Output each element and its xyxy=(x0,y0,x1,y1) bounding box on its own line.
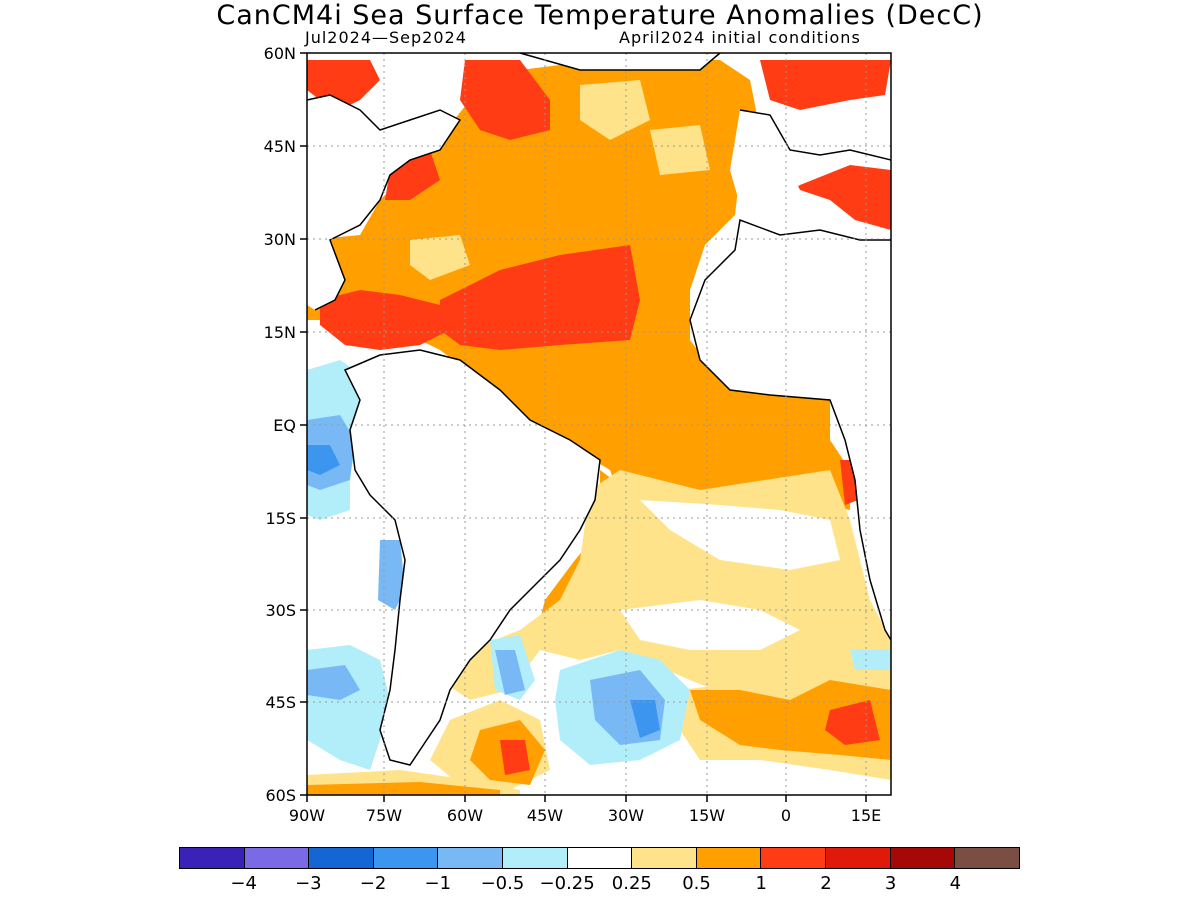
colorbar-swatch xyxy=(373,848,439,868)
colorbar-swatch xyxy=(890,848,956,868)
south-atlantic-neutral-pocket xyxy=(640,500,840,570)
colorbar-label: 0.5 xyxy=(682,873,711,894)
colorbar-label: 3 xyxy=(884,873,897,894)
europe-land xyxy=(730,110,891,210)
lat-label: 30N xyxy=(263,230,296,249)
axis-ticks xyxy=(300,52,867,802)
colorbar-swatch xyxy=(244,848,310,868)
colorbar-label: −0.25 xyxy=(539,873,595,894)
chile-cool-strip xyxy=(378,540,405,610)
lon-label: 75W xyxy=(365,806,403,825)
continent-outline xyxy=(306,52,892,766)
colorbar-label: −1 xyxy=(424,873,452,894)
plot-frame xyxy=(306,52,892,796)
colorbar-label: −0.5 xyxy=(480,873,525,894)
colorbar xyxy=(179,847,1020,869)
lat-label: 45N xyxy=(263,137,296,156)
colorbar-label: 2 xyxy=(820,873,832,894)
colorbar-label: 4 xyxy=(949,873,962,894)
graticule xyxy=(307,53,891,795)
lon-label: 0 xyxy=(780,806,792,825)
colorbar-label: −3 xyxy=(295,873,322,894)
initial-conditions: April2024 initial conditions xyxy=(619,28,861,47)
colorbar-label: 1 xyxy=(755,873,767,894)
colorbar-swatch xyxy=(761,848,827,868)
map-title: CanCM4i Sea Surface Temperature Anomalie… xyxy=(216,0,984,31)
colorbar-swatch xyxy=(309,848,374,868)
colorbar-swatch xyxy=(696,848,762,868)
colorbar-swatch xyxy=(632,848,697,868)
colorbar-label: −2 xyxy=(359,873,387,894)
drake-passage-warm-core xyxy=(307,782,500,795)
colorbar-swatch xyxy=(955,848,1019,868)
south-atlantic-cool-strong xyxy=(630,700,660,738)
lat-label: 15N xyxy=(263,323,296,342)
south-atlantic-neutral-pocket xyxy=(620,600,800,650)
colorbar-swatch xyxy=(826,848,891,868)
lon-label: 45W xyxy=(526,806,564,825)
south-east-atlantic-cool xyxy=(850,650,891,670)
brazil-malvinas-cool-core xyxy=(495,650,525,695)
lat-label: 60S xyxy=(265,786,296,805)
colorbar-swatch xyxy=(567,848,633,868)
tropical-north-atlantic-hot-core xyxy=(440,245,640,350)
colorbar-label: 0.25 xyxy=(611,873,652,894)
greenland-land xyxy=(520,53,720,70)
south-america-land xyxy=(345,350,600,765)
labrador-hot-core xyxy=(460,60,550,140)
lon-label: 90W xyxy=(288,806,326,825)
lon-label: 60W xyxy=(446,806,484,825)
lat-label: 15S xyxy=(265,509,296,528)
south-pacific-cool-core xyxy=(307,665,360,700)
falklands-hot-core xyxy=(500,740,530,775)
us-coast-hot-patch xyxy=(385,150,440,200)
forecast-period: Jul2024—Sep2024 xyxy=(305,28,467,47)
africa-land xyxy=(690,220,891,640)
caribbean-hot-core xyxy=(320,290,450,350)
lon-label: 15E xyxy=(850,806,882,825)
north-atlantic-mild-patch xyxy=(410,235,470,280)
colorbar-swatch xyxy=(503,848,568,868)
lat-label: 30S xyxy=(265,601,296,620)
lat-label: EQ xyxy=(273,416,296,435)
colorbar-swatch xyxy=(180,848,245,868)
lat-label: 60N xyxy=(263,44,296,63)
lat-label: 45S xyxy=(265,693,296,712)
pacific-cool-anomaly-strong xyxy=(307,445,340,475)
north-atlantic-mild-patch xyxy=(580,80,650,140)
lon-label: 30W xyxy=(607,806,645,825)
lon-label: 15W xyxy=(688,806,726,825)
north-atlantic-mild-patch xyxy=(650,125,710,175)
colorbar-label: −4 xyxy=(230,873,257,894)
colorbar-swatch xyxy=(438,848,504,868)
northeast-atlantic-hot-core xyxy=(760,60,891,110)
southern-ocean-hot-core xyxy=(825,700,880,745)
